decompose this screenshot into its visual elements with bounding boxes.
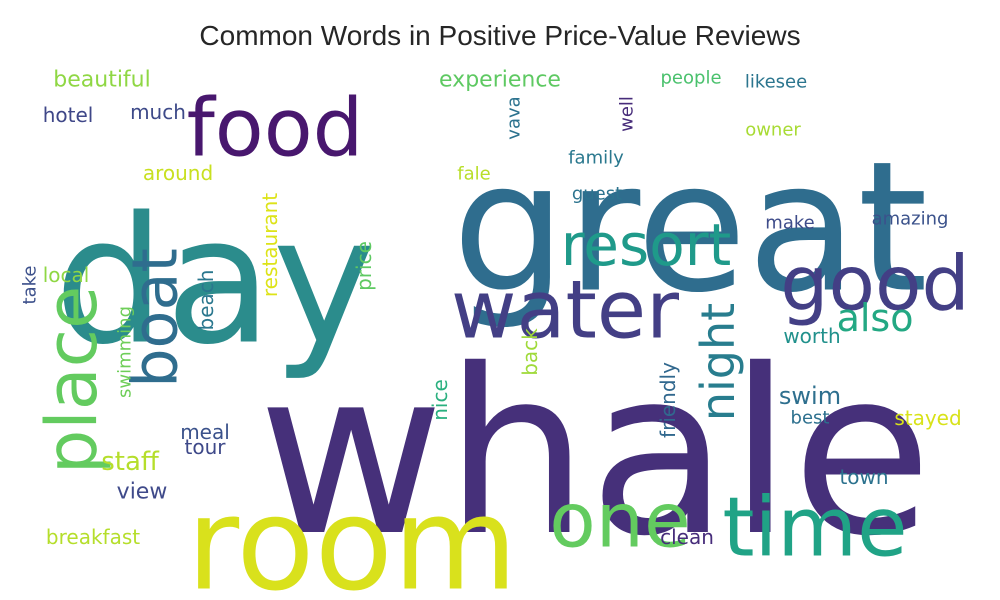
word-nice: nice [428, 379, 452, 421]
word-back: back [518, 328, 542, 376]
word-swimming: swimming [115, 306, 136, 398]
word-tour: tour [185, 435, 227, 459]
word-staff: staff [101, 447, 160, 477]
word-good: good [780, 239, 969, 328]
word-boat: boat [119, 248, 192, 388]
word-swim: swim [779, 382, 841, 410]
word-breakfast: breakfast [46, 525, 140, 549]
word-much: much [130, 100, 186, 124]
word-resort: resort [561, 211, 732, 279]
word-town: town [839, 465, 888, 489]
word-worth: worth [783, 324, 840, 348]
word-beach: beach [194, 270, 218, 331]
word-price: price [352, 241, 376, 291]
word-stayed: stayed [894, 406, 961, 430]
word-hotel: hotel [43, 103, 94, 127]
word-family: family [568, 148, 624, 169]
word-also: also [837, 296, 914, 340]
word-restaurant: restaurant [258, 193, 282, 297]
word-clean: clean [660, 525, 714, 549]
word-people: people [660, 68, 721, 89]
word-water: water [451, 264, 679, 357]
word-food: food [187, 82, 364, 175]
chart-title: Common Words in Positive Price-Value Rev… [199, 20, 801, 51]
word-place: place [31, 286, 113, 474]
word-make: make [765, 213, 814, 234]
word-likesee: likesee [745, 72, 807, 93]
word-take: take [20, 266, 41, 305]
word-well: well [617, 96, 638, 132]
word-time: time [722, 481, 907, 576]
word-view: view [117, 480, 168, 505]
word-experience: experience [439, 68, 561, 93]
word-owner: owner [745, 120, 801, 141]
word-vava: vava [504, 96, 525, 139]
word-fale: fale [457, 164, 490, 185]
word-meal: meal [180, 420, 230, 444]
word-guest: guest [572, 184, 622, 205]
word-night: night [691, 303, 745, 421]
word-great: great [452, 124, 928, 333]
word-around: around [143, 161, 213, 185]
word-one: one [549, 476, 690, 565]
word-room: room [186, 471, 517, 600]
word-whale: whale [258, 320, 932, 586]
word-friendly: friendly [656, 362, 680, 438]
word-local: local [43, 263, 90, 287]
word-day: day [54, 181, 376, 384]
word-best: best [791, 408, 830, 429]
word-beautiful: beautiful [53, 68, 150, 93]
word-amazing: amazing [872, 209, 949, 230]
